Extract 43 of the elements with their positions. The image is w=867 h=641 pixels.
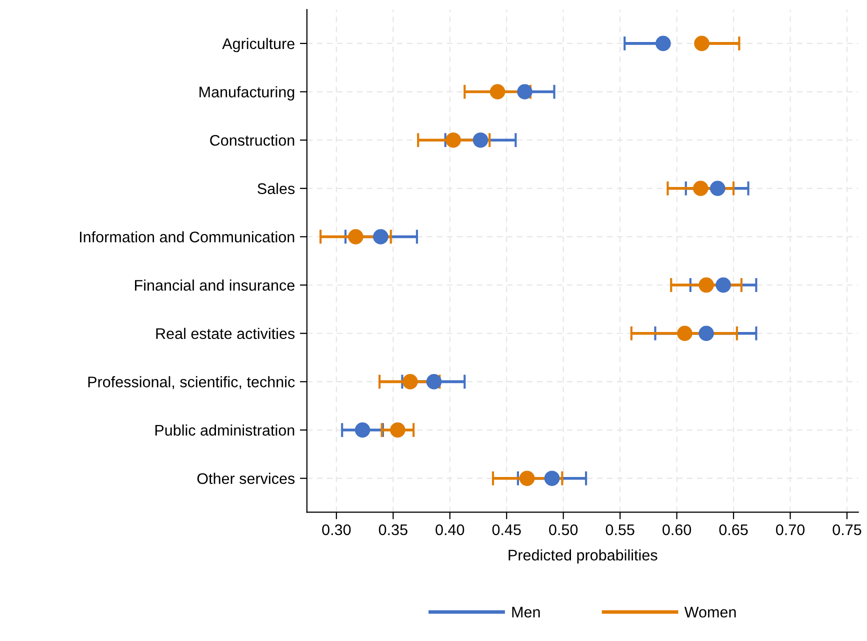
point bbox=[472, 132, 488, 148]
x-tick-label: 0.75 bbox=[832, 524, 862, 536]
point bbox=[390, 422, 406, 438]
point bbox=[710, 180, 726, 196]
y-tick-label: Real estate activities bbox=[156, 328, 295, 340]
x-tick-label: 0.65 bbox=[719, 524, 748, 536]
point bbox=[656, 36, 671, 52]
x-tick-label: 0.30 bbox=[322, 524, 351, 536]
point bbox=[698, 326, 714, 342]
x-tick-label: 0.50 bbox=[549, 524, 578, 536]
x-tick-label: 0.60 bbox=[662, 524, 692, 536]
x-tick-label: 0.55 bbox=[606, 524, 634, 536]
x-tick-label: 0.40 bbox=[436, 524, 464, 536]
point bbox=[677, 326, 692, 342]
y-tick-label: Professional, scientific, technic bbox=[88, 376, 295, 390]
point bbox=[373, 229, 388, 244]
x-tick-label: 0.35 bbox=[378, 524, 408, 536]
point bbox=[716, 277, 731, 293]
y-tick-label: Financial and insurance bbox=[135, 280, 294, 291]
x-tick-label: 0.70 bbox=[776, 524, 805, 536]
y-tick-label: Agriculture bbox=[222, 38, 294, 52]
y-tick-label: Public administration bbox=[155, 424, 294, 436]
point bbox=[348, 229, 364, 244]
point bbox=[402, 374, 418, 390]
y-tick-label: Manufacturing bbox=[200, 86, 294, 100]
x-axis-title: Predicted probabilities bbox=[508, 549, 658, 564]
point bbox=[354, 422, 370, 438]
point bbox=[694, 36, 710, 52]
y-tick-label: Other services bbox=[197, 472, 295, 484]
legend-label: Women bbox=[684, 606, 736, 618]
point bbox=[692, 180, 708, 196]
y-tick-label: Construction bbox=[210, 134, 294, 146]
point bbox=[519, 470, 535, 486]
x-tick-label: 0.45 bbox=[492, 524, 521, 536]
y-tick-label: Information and Communication bbox=[80, 231, 294, 242]
point bbox=[426, 374, 442, 390]
point bbox=[698, 277, 714, 293]
legend-label: Men bbox=[512, 606, 540, 618]
point bbox=[517, 84, 532, 100]
y-tick-label: Sales bbox=[258, 182, 295, 194]
point bbox=[446, 132, 461, 148]
point bbox=[490, 84, 506, 100]
point bbox=[544, 470, 560, 486]
